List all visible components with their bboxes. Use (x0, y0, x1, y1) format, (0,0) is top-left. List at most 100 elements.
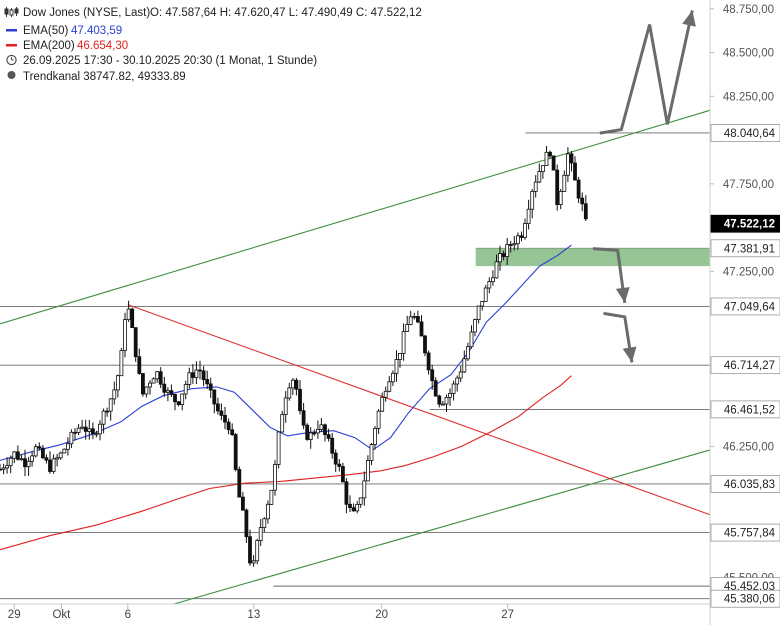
price-axis-labels: 48.750,00 48.500,00 48.250,00 47.750,00 47.2… (710, 4, 774, 585)
candle-up (308, 432, 313, 440)
level-tag-label: 45.380,06 (724, 594, 775, 606)
candle-down (569, 153, 574, 164)
candle-up (412, 315, 417, 318)
candle-up (358, 497, 363, 505)
candle-up (523, 223, 527, 238)
candle-up (541, 165, 545, 173)
time-tick-label: 20 (375, 609, 388, 621)
level-tag-box (710, 239, 780, 258)
current-price-tag-label: 47.522,12 (724, 219, 775, 231)
candle-down (305, 424, 310, 440)
candle-up (98, 423, 102, 435)
arrow-down-scenario-2-head (622, 346, 637, 363)
candle-up (33, 446, 38, 457)
candle-up (448, 392, 452, 398)
candle-up (512, 243, 517, 246)
candle-down (212, 389, 217, 405)
candle-up (505, 244, 510, 257)
downtrend-line (127, 304, 711, 516)
candle-down (423, 335, 427, 354)
candle-up (80, 426, 84, 429)
candle-down (226, 421, 231, 431)
level-tag-label: 46.714,27 (724, 360, 775, 372)
candle-up (251, 560, 256, 564)
candle-down (41, 447, 45, 459)
candle-up (280, 414, 285, 433)
candle-up (187, 372, 192, 385)
candle-up (455, 377, 460, 385)
candle-up (62, 448, 67, 454)
candles-layer (0, 146, 588, 567)
candle-up (465, 346, 470, 360)
candle-up (165, 390, 170, 393)
candle-down (555, 169, 560, 206)
price-tick-label: 46.250,00 (723, 441, 774, 453)
candle-up (315, 428, 320, 434)
candle-up (319, 424, 324, 430)
time-axis-labels: 29 Okt 6 13 20 27 (8, 604, 514, 621)
candle-up (558, 190, 563, 205)
candle-down (340, 466, 345, 483)
candle-up (498, 253, 502, 263)
candle-up (126, 308, 131, 321)
support-zone (475, 248, 710, 267)
arrow-down-scenario-2-line (603, 311, 634, 363)
candle-down (576, 179, 581, 199)
candle-up (112, 389, 117, 400)
candle-down (44, 457, 49, 461)
legend-trendchannel-row: Trendkanal 38747.82, 49333.89 (7, 71, 186, 83)
candle-up (69, 431, 74, 445)
candle-up (516, 235, 520, 245)
candle-up (123, 319, 127, 351)
candle-down (419, 321, 424, 337)
support-zone-layer (475, 248, 710, 267)
candle-down (205, 379, 210, 385)
candle-up (365, 460, 370, 482)
candle-down (351, 507, 356, 512)
candle-down (501, 253, 506, 257)
level-tag-label: 46.035,83 (724, 479, 775, 491)
candle-down (323, 424, 327, 435)
candle-up (258, 527, 263, 541)
candle-down (240, 496, 245, 511)
candle-down (333, 452, 338, 465)
candle-up (440, 403, 445, 406)
candle-up (444, 396, 449, 405)
legend-ema50-label: EMA(50) (23, 25, 69, 37)
candle-down (158, 371, 163, 385)
candle-down (437, 395, 442, 405)
time-tick-label: 13 (247, 609, 260, 621)
candle-up (383, 390, 388, 398)
level-tag-box (710, 523, 780, 542)
candle-down (344, 481, 349, 505)
candle-down (215, 403, 220, 412)
candle-down (198, 369, 202, 372)
candle-up (19, 458, 24, 461)
candle-up (12, 451, 17, 459)
candle-down (508, 244, 513, 246)
level-tag-label: 47.049,64 (724, 301, 776, 313)
candle-down (573, 162, 577, 181)
candle-up (94, 433, 99, 436)
candle-up (408, 316, 413, 325)
legend-period: 26.09.2025 17:30 - 30.10.2025 20:30 (1 M… (23, 55, 317, 67)
level-tag-box (710, 589, 780, 608)
level-tag-label: 45.757,84 (724, 528, 776, 540)
trendchannel-dot-icon (7, 71, 16, 79)
candle-down (519, 235, 524, 238)
candle-up (380, 396, 385, 412)
candle-down (48, 459, 52, 472)
candle-up (119, 350, 124, 377)
legend-ema50-value: 47.403,59 (71, 25, 122, 37)
time-tick-label: Okt (52, 609, 71, 621)
candle-down (326, 434, 331, 439)
candle-up (290, 379, 295, 389)
price-tick-label: 47.750,00 (723, 179, 774, 191)
candle-down (190, 372, 195, 378)
time-tick-label: 29 (8, 609, 21, 621)
candle-up (480, 300, 485, 307)
candle-down (105, 410, 109, 413)
legend-ema200-row: EMA(200) 46.654,30 (6, 40, 128, 52)
candle-down (140, 373, 145, 395)
